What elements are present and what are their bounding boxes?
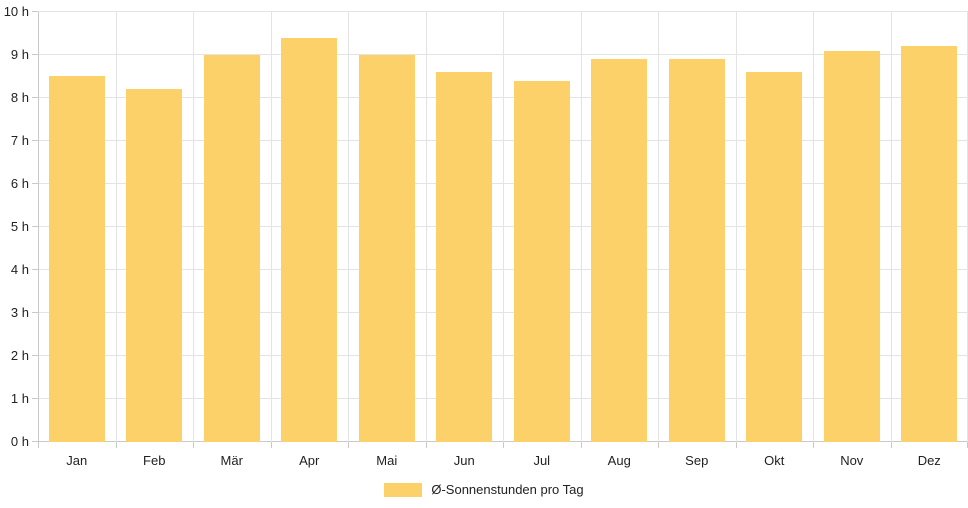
x-axis-label: Jun — [453, 453, 475, 468]
y-axis-label: 3 h — [10, 305, 29, 320]
y-axis-tick — [32, 183, 38, 184]
x-axis-tick — [425, 442, 427, 448]
legend-swatch[interactable] — [384, 483, 423, 497]
y-axis-tick — [32, 398, 38, 399]
v-gridline — [425, 12, 427, 442]
x-axis-tick — [813, 442, 814, 448]
y-axis: 0 h 1 h 2 h 3 h 4 h 5 h 6 h 7 h 8 h 9 h 10 h — [0, 0, 38, 508]
x-axis-tick — [658, 442, 659, 448]
y-axis-tick — [32, 11, 38, 12]
y-axis-label: 7 h — [10, 133, 29, 148]
y-axis-label: 6 h — [10, 176, 29, 191]
x-axis-tick — [38, 442, 39, 448]
x-axis-tick — [270, 442, 272, 448]
y-axis-label: 2 h — [10, 348, 29, 363]
y-axis-label: 1 h — [10, 391, 29, 406]
legend-label[interactable]: Ø-Sonnenstunden pro Tag — [431, 482, 584, 497]
y-axis-tick — [32, 140, 38, 141]
bar-mär[interactable] — [204, 55, 260, 442]
bar-okt[interactable] — [746, 72, 802, 442]
x-axis-label: Apr — [299, 453, 320, 468]
v-gridline — [735, 12, 737, 442]
bar-jul[interactable] — [514, 81, 570, 442]
v-gridline — [658, 12, 659, 442]
y-axis-label: 10 h — [3, 4, 29, 19]
v-gridline — [193, 12, 194, 442]
y-axis-tick — [32, 54, 38, 55]
bar-feb[interactable] — [126, 89, 182, 442]
v-gridline — [890, 12, 892, 442]
v-gridline — [813, 12, 814, 442]
y-axis-tick — [32, 441, 38, 442]
bar-jun[interactable] — [436, 72, 492, 442]
v-gridline — [580, 12, 582, 442]
y-axis-label: 8 h — [10, 90, 29, 105]
x-axis-label: Sep — [685, 453, 709, 468]
x-axis-tick — [735, 442, 737, 448]
x-axis-label: Nov — [840, 453, 864, 468]
v-gridline — [348, 12, 349, 442]
x-axis-label: Okt — [764, 453, 785, 468]
x-axis-tick — [503, 442, 504, 448]
bar-jan[interactable] — [49, 76, 105, 442]
v-gridline — [270, 12, 272, 442]
x-axis-label: Jan — [66, 453, 88, 468]
plot-area — [38, 11, 968, 442]
x-axis-tick — [115, 442, 117, 448]
y-axis-tick — [32, 269, 38, 270]
bar-aug[interactable] — [591, 59, 647, 442]
x-axis-label: Jul — [533, 453, 551, 468]
y-axis-tick — [32, 312, 38, 313]
x-axis-tick — [193, 442, 194, 448]
y-axis-tick — [32, 226, 38, 227]
x-axis-tick — [348, 442, 349, 448]
y-axis-tick — [32, 355, 38, 356]
y-axis-tick — [32, 97, 38, 98]
y-axis-label: 9 h — [10, 47, 29, 62]
v-gridline — [38, 12, 39, 442]
x-axis-tick — [580, 442, 582, 448]
bar-dez[interactable] — [901, 46, 957, 442]
bar-mai[interactable] — [359, 55, 415, 442]
y-axis-label: 5 h — [10, 219, 29, 234]
y-axis-label: 4 h — [10, 262, 29, 277]
v-gridline — [503, 12, 504, 442]
bar-sep[interactable] — [669, 59, 725, 442]
h-gridline — [38, 11, 968, 12]
x-axis-label: Mär — [220, 453, 243, 468]
x-axis-label: Dez — [917, 453, 941, 468]
v-gridline — [115, 12, 117, 442]
x-axis-label: Aug — [607, 453, 631, 468]
x-axis-tick — [890, 442, 892, 448]
bar-apr[interactable] — [281, 38, 337, 442]
x-axis-label: Mai — [376, 453, 398, 468]
bar-nov[interactable] — [824, 51, 880, 442]
y-axis-label: 0 h — [10, 434, 29, 449]
x-axis-label: Feb — [143, 453, 166, 468]
legend: Ø-Sonnenstunden pro Tag — [0, 481, 968, 499]
